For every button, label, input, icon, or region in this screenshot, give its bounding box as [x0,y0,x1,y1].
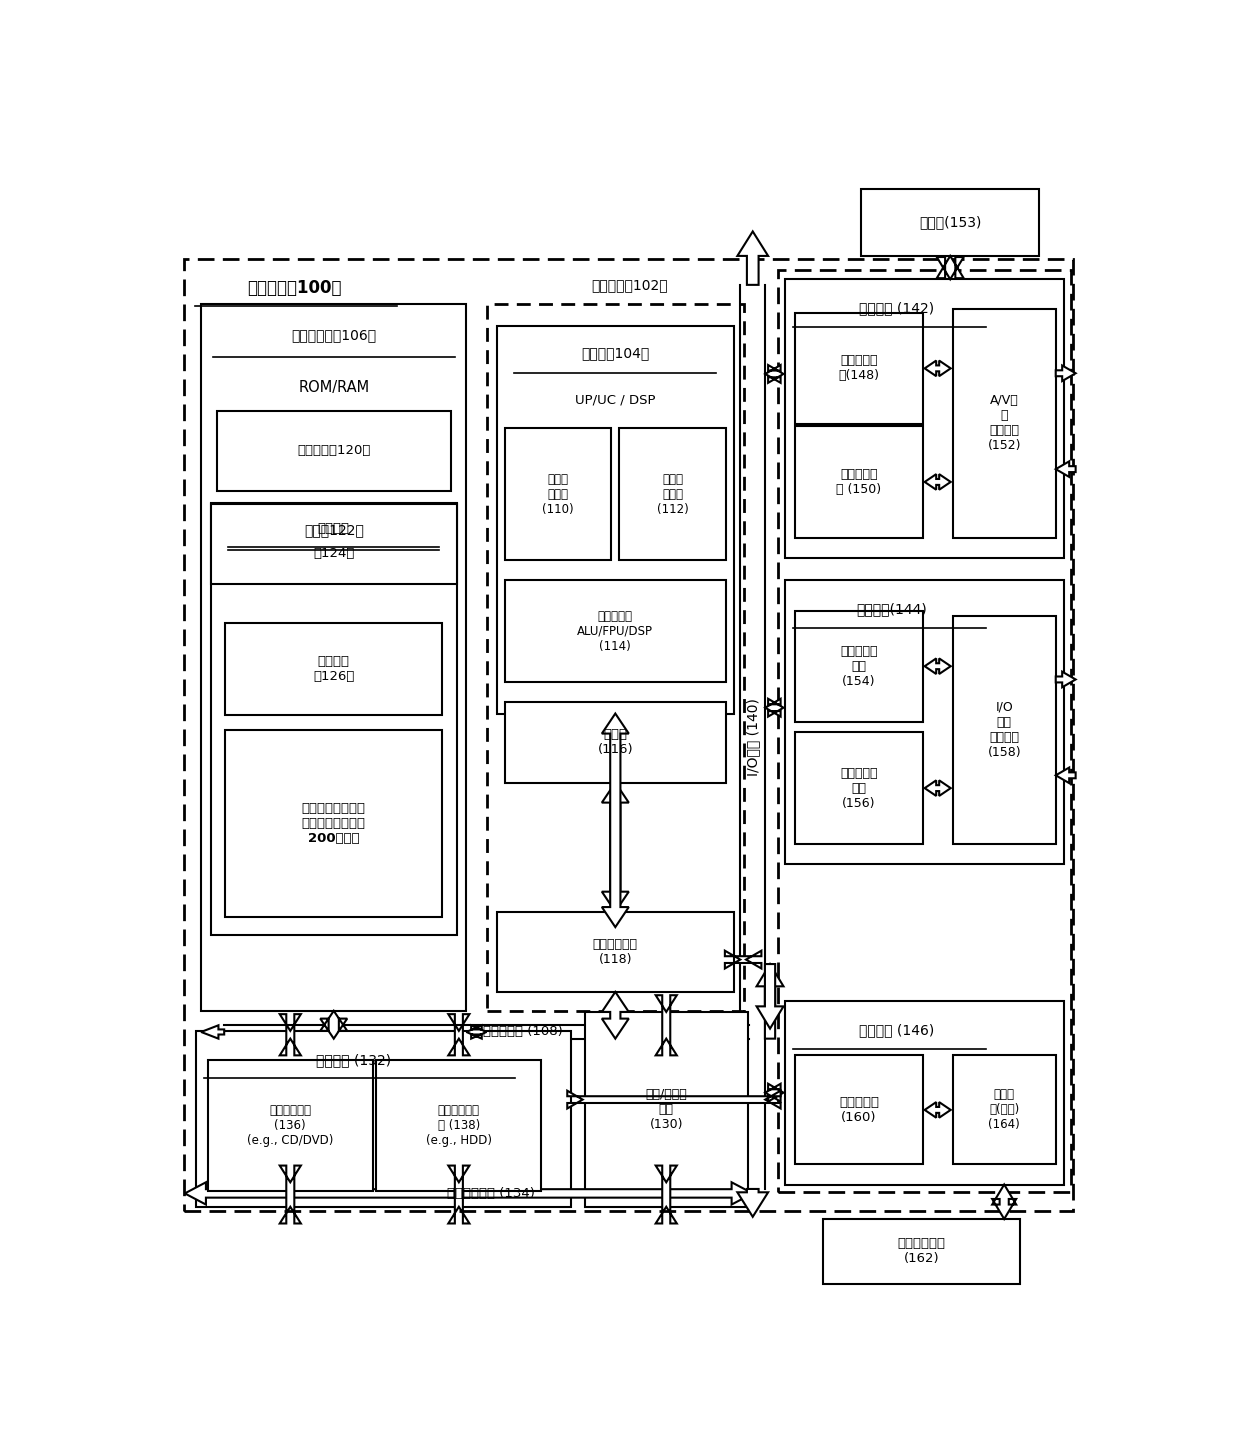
Polygon shape [1055,366,1075,382]
Text: I/O总线 (140): I/O总线 (140) [745,698,760,777]
FancyBboxPatch shape [823,1219,1019,1284]
Text: UP/UC / DSP: UP/UC / DSP [575,393,656,406]
Polygon shape [1055,671,1075,687]
Polygon shape [725,950,761,969]
FancyBboxPatch shape [795,610,923,722]
FancyBboxPatch shape [619,428,725,560]
Polygon shape [185,1183,753,1205]
Polygon shape [656,995,677,1056]
Text: 外设接口(144): 外设接口(144) [856,602,926,616]
Polygon shape [320,1011,347,1038]
FancyBboxPatch shape [184,259,1073,1212]
Text: 计算设备（100）: 计算设备（100） [247,279,341,298]
Polygon shape [925,1102,951,1118]
Text: 处理器核心
ALU/FPU/DSP
(114): 处理器核心 ALU/FPU/DSP (114) [578,610,653,652]
FancyBboxPatch shape [497,912,734,992]
FancyBboxPatch shape [862,189,1039,256]
Text: 显示器(153): 显示器(153) [919,215,981,230]
Text: 储存接口总线 (134): 储存接口总线 (134) [448,1187,536,1200]
FancyBboxPatch shape [211,503,456,936]
FancyBboxPatch shape [785,580,1064,863]
Text: ROM/RAM: ROM/RAM [298,380,370,395]
Polygon shape [738,231,768,285]
Text: 寄存器
(116): 寄存器 (116) [598,729,634,756]
FancyBboxPatch shape [226,623,443,714]
Text: I/O
端口
（多个）
(158): I/O 端口 （多个） (158) [987,701,1021,759]
FancyBboxPatch shape [795,427,923,538]
FancyBboxPatch shape [377,1060,542,1192]
Text: 通信设备 (146): 通信设备 (146) [859,1024,935,1037]
Text: 系统存储器（106）: 系统存储器（106） [291,328,376,343]
FancyBboxPatch shape [952,309,1055,538]
Polygon shape [449,1014,470,1056]
FancyBboxPatch shape [505,703,725,782]
Polygon shape [201,1025,224,1038]
Polygon shape [601,992,629,1038]
Text: 其他应用
（126）: 其他应用 （126） [312,655,355,683]
FancyBboxPatch shape [211,505,456,584]
FancyBboxPatch shape [217,411,451,490]
FancyBboxPatch shape [952,616,1055,844]
Text: 网络控制器
(160): 网络控制器 (160) [839,1096,879,1124]
FancyBboxPatch shape [505,428,611,560]
FancyBboxPatch shape [208,1060,373,1192]
Text: 可移除储存器
(136)
(e.g., CD/DVD): 可移除储存器 (136) (e.g., CD/DVD) [247,1103,334,1147]
FancyBboxPatch shape [486,304,744,1011]
Text: 应用（122）: 应用（122） [304,523,363,536]
Polygon shape [765,698,784,717]
FancyBboxPatch shape [795,733,923,844]
Polygon shape [466,1025,486,1038]
Polygon shape [601,782,629,912]
Polygon shape [936,256,963,279]
Text: 输出设备 (142): 输出设备 (142) [859,302,935,315]
Polygon shape [280,1014,301,1056]
Polygon shape [992,1184,1017,1219]
FancyBboxPatch shape [505,580,725,683]
Text: 音频处理单
元 (150): 音频处理单 元 (150) [836,469,882,496]
FancyBboxPatch shape [777,270,1071,1193]
FancyBboxPatch shape [795,1056,923,1164]
Text: 程序数据: 程序数据 [317,522,350,535]
Text: 总线/接口控
制器
(130): 总线/接口控 制器 (130) [645,1087,687,1131]
Polygon shape [601,713,629,927]
FancyBboxPatch shape [226,730,443,917]
Text: 储存设备 (132): 储存设备 (132) [316,1053,392,1067]
Text: 基本配置（102）: 基本配置（102） [591,279,668,292]
Polygon shape [280,1165,301,1223]
Text: 用于执行多能源耦
合系统的调度方法
200的指令: 用于执行多能源耦 合系统的调度方法 200的指令 [301,803,366,846]
Polygon shape [656,1165,677,1223]
Text: 一级高
速缓存
(110): 一级高 速缓存 (110) [542,473,574,516]
Text: 不可移除储存
器 (138)
(e.g., HDD): 不可移除储存 器 (138) (e.g., HDD) [425,1103,492,1147]
Polygon shape [738,1189,768,1216]
Polygon shape [925,781,951,795]
FancyBboxPatch shape [785,1001,1064,1184]
FancyBboxPatch shape [952,1056,1055,1164]
Text: 操作系统（120）: 操作系统（120） [298,444,371,457]
FancyBboxPatch shape [785,279,1064,558]
Text: （124）: （124） [312,547,355,560]
Text: 存储器总线 (108): 存储器总线 (108) [484,1025,563,1038]
Text: 处理器（104）: 处理器（104） [582,346,650,360]
Text: 并行接口控
制器
(156): 并行接口控 制器 (156) [841,766,878,810]
Text: A/V端
口
（多个）
(152): A/V端 口 （多个） (152) [987,395,1021,453]
Text: 二级高
速缓存
(112): 二级高 速缓存 (112) [657,473,688,516]
FancyBboxPatch shape [497,325,734,713]
Text: 其他计算设备
(162): 其他计算设备 (162) [898,1238,945,1265]
Polygon shape [765,364,784,383]
Polygon shape [925,474,951,490]
Polygon shape [925,360,951,376]
Polygon shape [567,1090,781,1109]
Polygon shape [925,658,951,674]
Polygon shape [756,964,784,1028]
Text: 图像处理单
元(148): 图像处理单 元(148) [838,354,879,382]
FancyBboxPatch shape [795,312,923,424]
FancyBboxPatch shape [201,304,466,1011]
Text: 存储器控制器
(118): 存储器控制器 (118) [593,938,637,966]
Polygon shape [449,1165,470,1223]
Polygon shape [756,964,784,1038]
Polygon shape [1055,461,1075,477]
Text: 串行接口控
制器
(154): 串行接口控 制器 (154) [841,645,878,688]
FancyBboxPatch shape [584,1012,748,1207]
Polygon shape [765,1083,784,1102]
Text: 通信端
口(多个)
(164): 通信端 口(多个) (164) [988,1089,1021,1131]
